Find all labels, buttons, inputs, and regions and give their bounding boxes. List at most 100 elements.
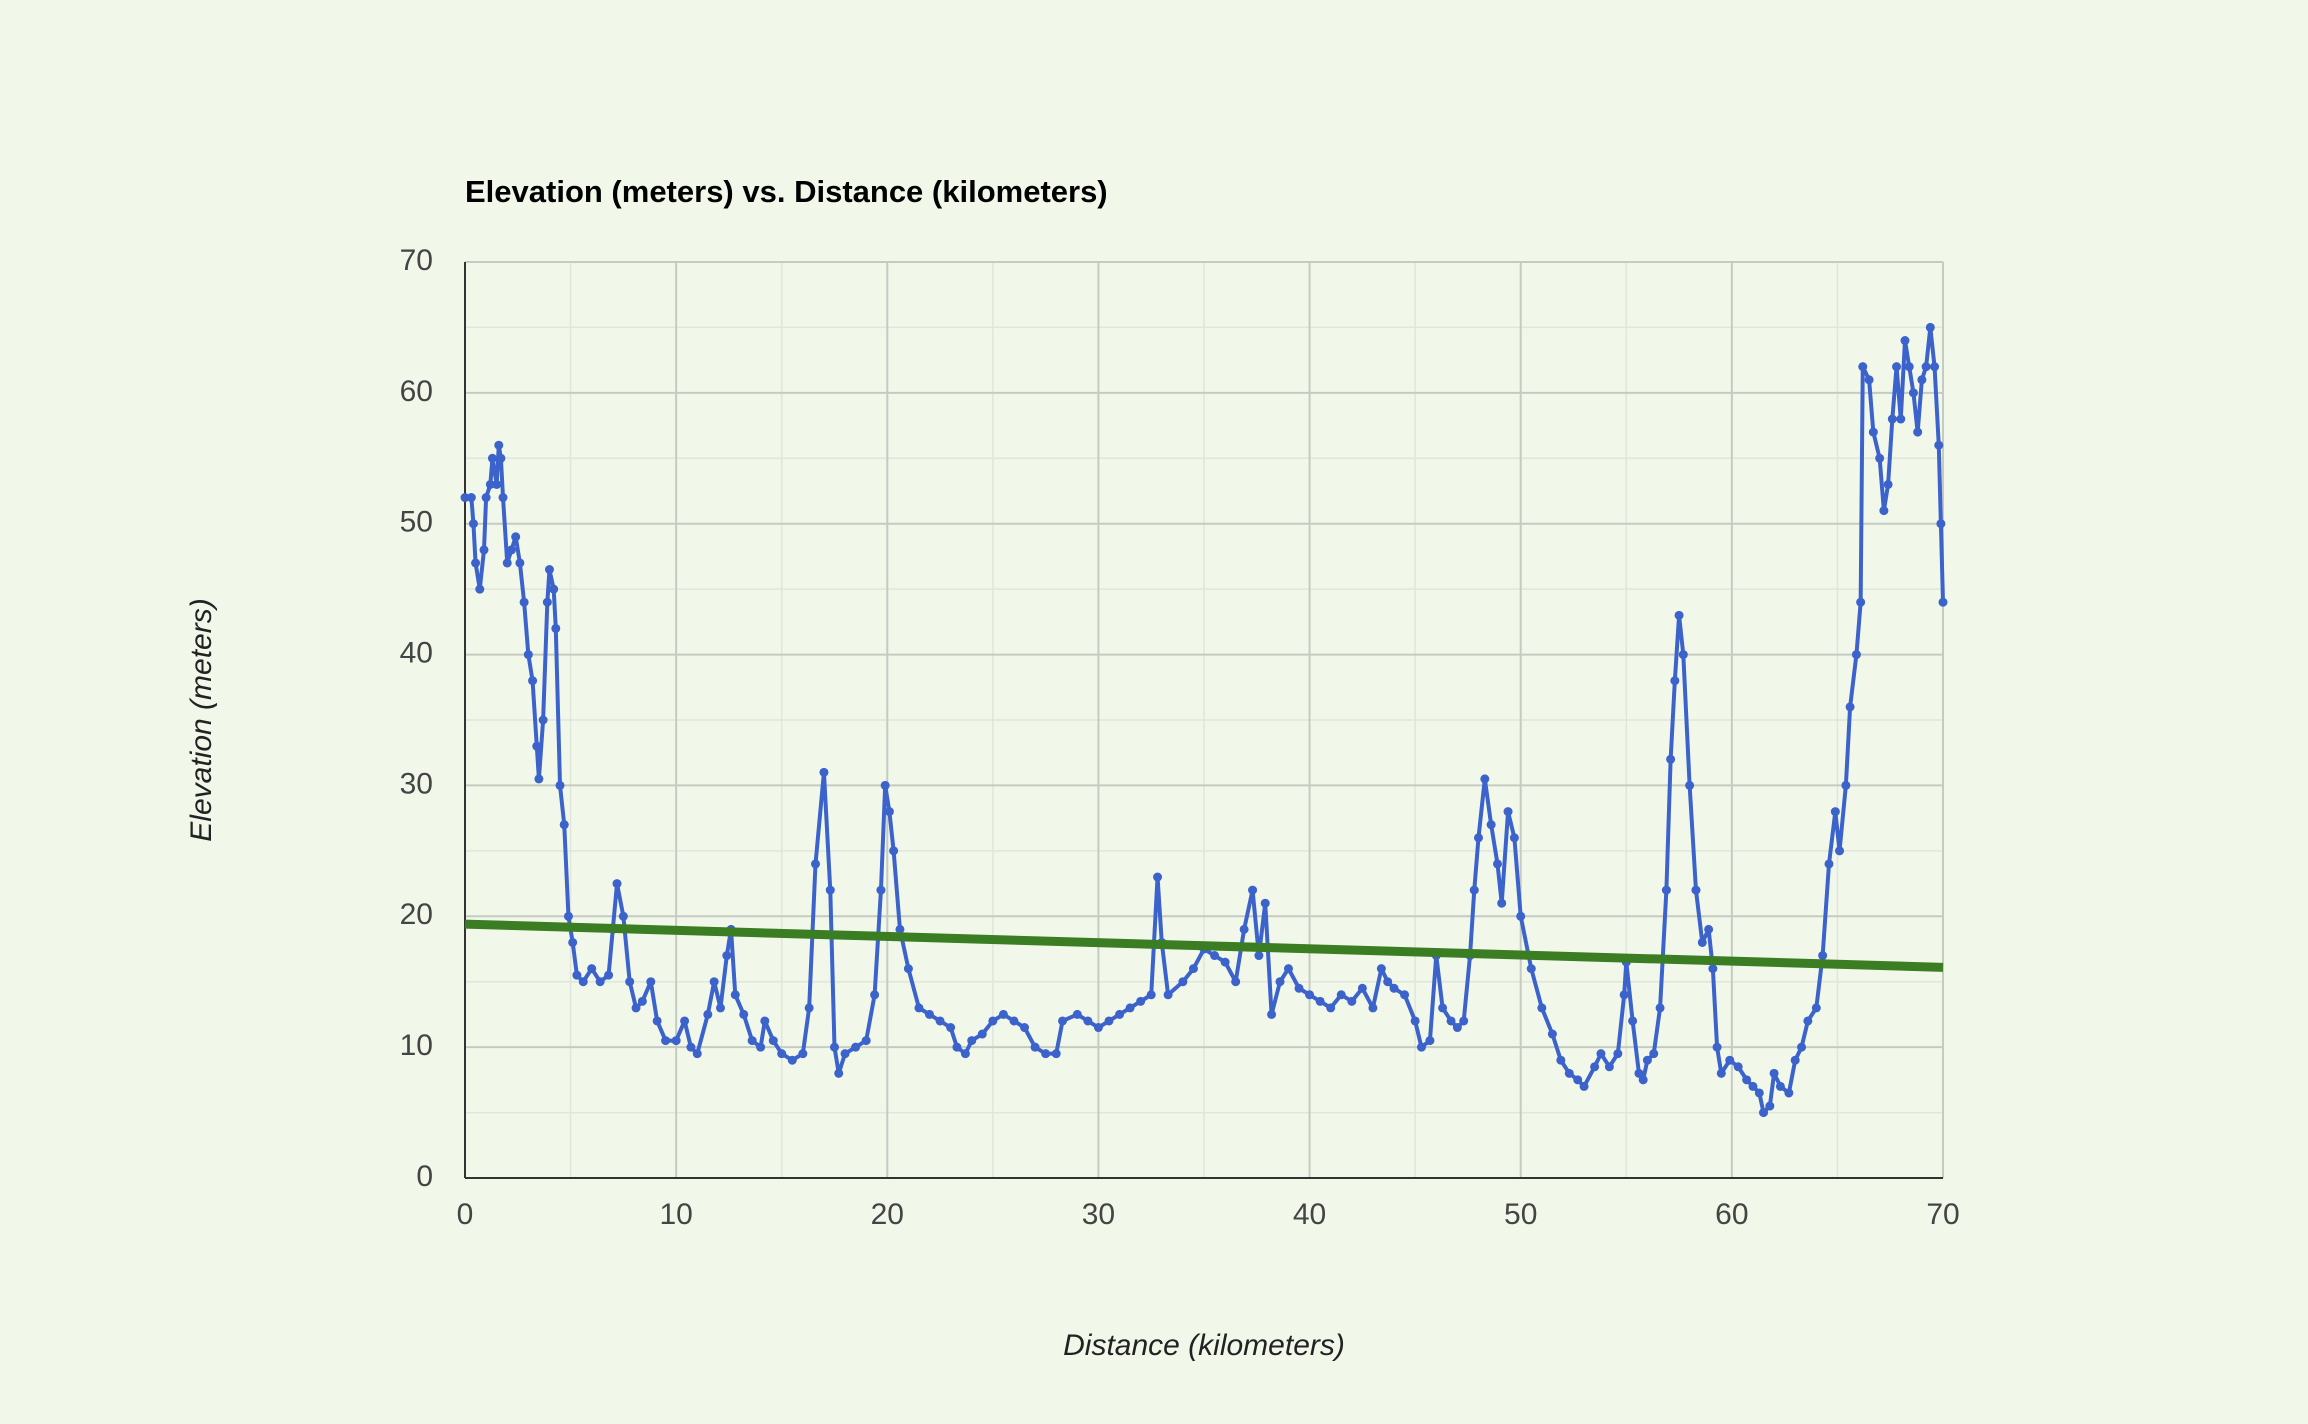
y-axis-title: Elevation (meters) <box>185 598 218 841</box>
data-point <box>1765 1101 1775 1111</box>
data-point <box>1146 990 1156 1000</box>
data-point <box>876 885 886 895</box>
data-point <box>1921 362 1931 372</box>
data-point <box>1851 650 1861 660</box>
data-point <box>1438 1003 1448 1013</box>
data-point <box>498 493 508 503</box>
x-tick-label: 10 <box>659 1198 692 1231</box>
data-point <box>1294 983 1304 993</box>
data-point <box>1596 1049 1606 1059</box>
data-point <box>1072 1009 1082 1019</box>
y-tick-label: 70 <box>400 244 433 277</box>
data-point <box>798 1049 808 1059</box>
data-point <box>819 767 829 777</box>
y-tick-label: 40 <box>400 636 433 669</box>
data-point <box>1579 1081 1589 1091</box>
data-point <box>466 493 476 503</box>
data-point <box>1556 1055 1566 1065</box>
data-point <box>1748 1081 1758 1091</box>
data-point <box>1452 1023 1462 1033</box>
x-tick-label: 20 <box>871 1198 904 1231</box>
data-point <box>889 846 899 856</box>
data-point <box>1661 885 1671 895</box>
data-point <box>1879 506 1889 516</box>
data-point <box>1115 1009 1125 1019</box>
data-point <box>1267 1009 1277 1019</box>
data-point <box>1784 1088 1794 1098</box>
data-point <box>1934 440 1944 450</box>
data-point <box>1051 1049 1061 1059</box>
data-point <box>1486 820 1496 830</box>
y-tick-label: 60 <box>400 375 433 408</box>
data-point <box>946 1023 956 1033</box>
data-point <box>563 911 573 921</box>
data-point <box>555 780 565 790</box>
data-point <box>998 1009 1008 1019</box>
data-point <box>542 597 552 607</box>
data-point <box>1248 885 1258 895</box>
data-point <box>1326 1003 1336 1013</box>
data-point <box>496 453 506 463</box>
data-point <box>895 924 905 934</box>
data-point <box>960 1049 970 1059</box>
data-point <box>1125 1003 1135 1013</box>
data-point <box>1845 702 1855 712</box>
data-point <box>1908 388 1918 398</box>
data-point <box>787 1055 797 1065</box>
y-tick-label: 0 <box>416 1160 433 1193</box>
data-point <box>810 859 820 869</box>
data-point <box>494 440 504 450</box>
y-tick-label: 30 <box>400 767 433 800</box>
data-point <box>1666 754 1676 764</box>
data-point <box>1775 1081 1785 1091</box>
data-point <box>1573 1075 1583 1085</box>
data-point <box>475 584 485 594</box>
data-point <box>1725 1055 1735 1065</box>
data-point <box>1389 983 1399 993</box>
chart-title: Elevation (meters) vs. Distance (kilomet… <box>465 174 1108 209</box>
data-point <box>1856 597 1866 607</box>
data-point <box>870 990 880 1000</box>
data-point <box>851 1042 861 1052</box>
trend-line <box>464 919 1944 972</box>
x-tick-label: 60 <box>1715 1198 1748 1231</box>
data-point <box>544 565 554 575</box>
data-point <box>1446 1016 1456 1026</box>
data-point <box>977 1029 987 1039</box>
data-point <box>1188 964 1198 974</box>
data-point <box>903 964 913 974</box>
data-point <box>1041 1049 1051 1059</box>
data-point <box>468 519 478 529</box>
data-point <box>515 558 525 568</box>
data-point <box>988 1016 998 1026</box>
data-point <box>880 780 890 790</box>
data-point <box>551 623 561 633</box>
data-point <box>777 1049 787 1059</box>
data-point <box>1547 1029 1557 1039</box>
data-point <box>1590 1062 1600 1072</box>
data-point <box>1469 885 1479 895</box>
data-point <box>481 493 491 503</box>
data-point <box>625 977 635 987</box>
data-point <box>519 597 529 607</box>
data-point <box>549 584 559 594</box>
data-point <box>804 1003 814 1013</box>
data-point <box>1305 990 1315 1000</box>
x-tick-label: 40 <box>1293 1198 1326 1231</box>
y-tick-label: 10 <box>400 1029 433 1062</box>
data-point <box>1526 964 1536 974</box>
data-point <box>1030 1042 1040 1052</box>
data-point <box>1917 375 1927 385</box>
data-point <box>1516 911 1526 921</box>
data-point <box>568 937 578 947</box>
data-point <box>1875 453 1885 463</box>
data-point <box>1220 957 1230 967</box>
x-tick-label: 70 <box>1926 1198 1959 1231</box>
data-point <box>612 879 622 889</box>
data-point <box>460 493 470 503</box>
data-point <box>1537 1003 1547 1013</box>
data-point <box>502 558 512 568</box>
data-point <box>671 1036 681 1046</box>
data-point <box>730 990 740 1000</box>
